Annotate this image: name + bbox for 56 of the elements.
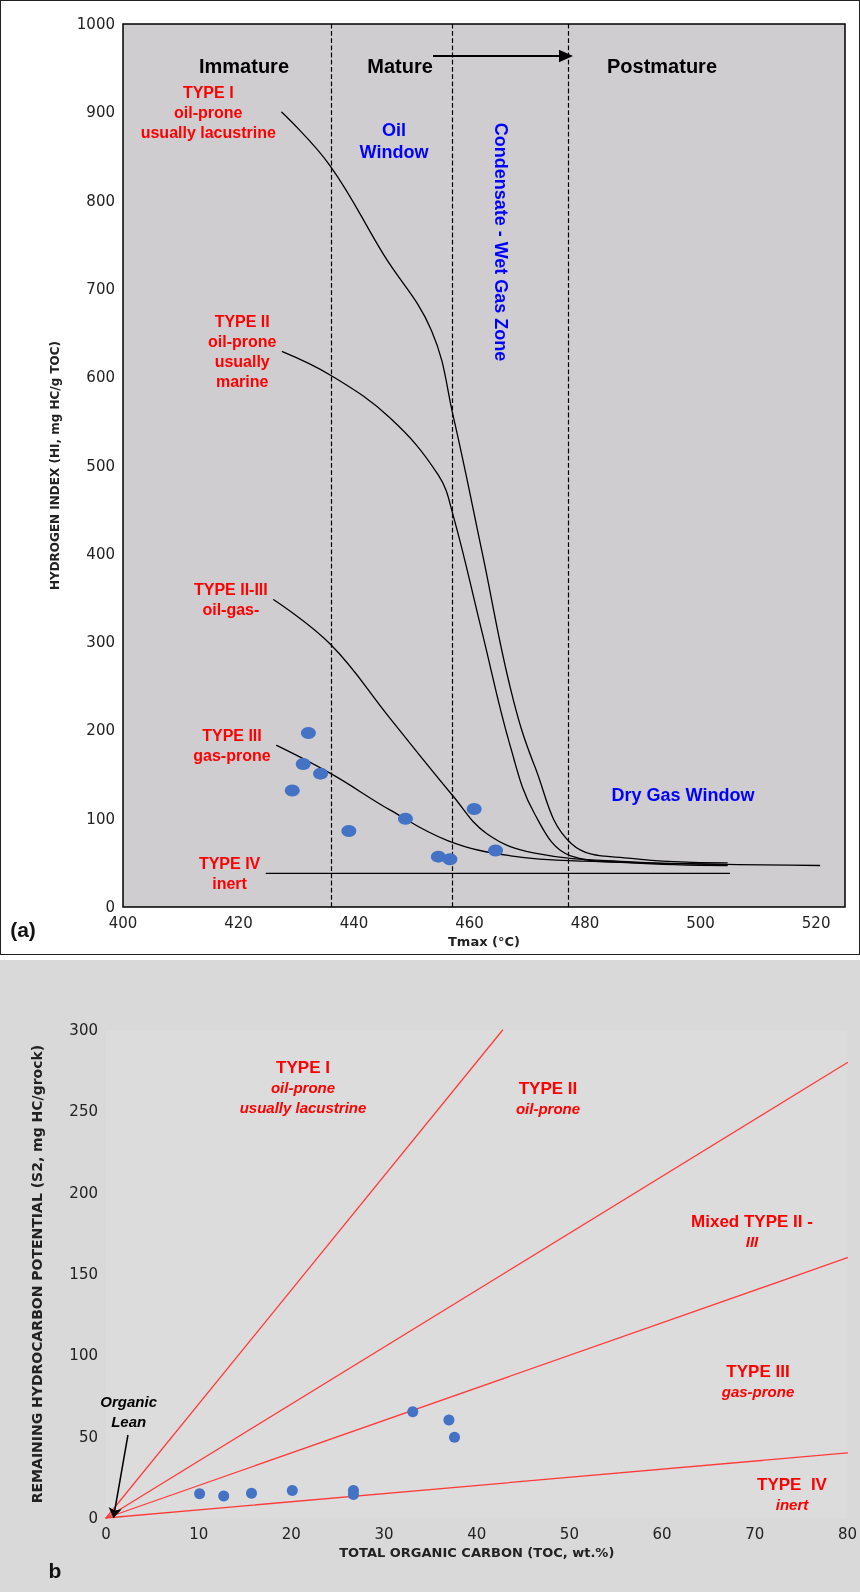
x-tick-label: 70: [745, 1524, 765, 1543]
y-tick-label: 700: [86, 279, 115, 298]
y-axis-title: HYDROGEN INDEX (HI, mg HC/g TOC): [48, 340, 62, 591]
x-tick-label: 10: [189, 1524, 209, 1543]
y-tick-label: 300: [69, 1021, 98, 1039]
x-tick-label: 60: [652, 1524, 672, 1543]
series-label: TYPE II-III oil-gas-: [193, 581, 268, 619]
x-tick-label: 30: [374, 1524, 394, 1543]
annotation: TYPE III gas-prone: [720, 1361, 795, 1400]
annotation: TYPE II oil-prone: [515, 1078, 581, 1117]
y-tick-label: 500: [86, 456, 115, 475]
x-tick-label: 400: [108, 913, 138, 932]
annotation: Dry Gas Window: [611, 785, 756, 805]
annotation: TYPE I oil-prone usually lacustrine: [239, 1057, 367, 1116]
annotation: Mixed TYPE II - III: [691, 1211, 813, 1250]
annotation: Immature: [198, 55, 290, 77]
x-axis-title: Tmax (°C): [447, 934, 521, 949]
y-tick-label: 100: [86, 809, 115, 828]
text: b: [48, 1558, 62, 1582]
y-tick-label: 200: [86, 721, 115, 740]
x-tick-label: 50: [559, 1524, 579, 1543]
y-tick-label: 400: [86, 544, 115, 563]
y-tick-label: 600: [86, 368, 115, 387]
y-tick-label: 900: [86, 103, 115, 122]
series-label: TYPE II oil-prone usually marine: [207, 313, 277, 391]
y-tick-label: 300: [86, 633, 115, 652]
y-tick-label: 200: [69, 1183, 98, 1202]
x-tick-label: 460: [455, 913, 484, 932]
x-tick-label: 40: [467, 1524, 487, 1543]
annotation: Organic Lean: [100, 1392, 158, 1430]
series-label: TYPE I oil-prone usually lacustrine: [140, 83, 276, 141]
annotation: TYPE IV inert: [757, 1474, 828, 1513]
y-tick-label: 1000: [76, 15, 115, 33]
series-label: TYPE III gas-prone: [193, 726, 271, 764]
y-tick-label: 0: [88, 1509, 98, 1527]
y-axis-title: REMAINING HYDROCARBON POTENTIAL (S2, mg HC/grock): [29, 1044, 45, 1504]
text: (a): [10, 917, 36, 941]
y-tick-label: 100: [69, 1346, 98, 1365]
annotation: Mature: [367, 55, 433, 77]
x-axis-title: TOTAL ORGANIC CARBON (TOC, wt.%): [339, 1545, 615, 1560]
x-tick-label: 440: [339, 913, 369, 932]
annotation: Condensate - Wet Gas Zone: [491, 122, 511, 362]
x-tick-label: 20: [281, 1524, 301, 1543]
x-tick-label: 500: [686, 913, 715, 932]
x-tick-label: 80: [837, 1524, 857, 1543]
series-label: TYPE IV inert: [198, 854, 261, 892]
y-tick-label: 150: [69, 1265, 98, 1283]
y-tick-label: 0: [105, 898, 115, 916]
y-tick-label: 250: [69, 1102, 98, 1121]
x-tick-label: 520: [801, 913, 831, 932]
x-tick-label: 420: [224, 913, 253, 932]
x-tick-label: 480: [570, 913, 600, 932]
annotation: Oil Window: [359, 120, 430, 162]
y-tick-label: 800: [86, 191, 115, 210]
y-tick-label: 50: [78, 1427, 98, 1446]
annotation: Postmature: [606, 55, 718, 77]
